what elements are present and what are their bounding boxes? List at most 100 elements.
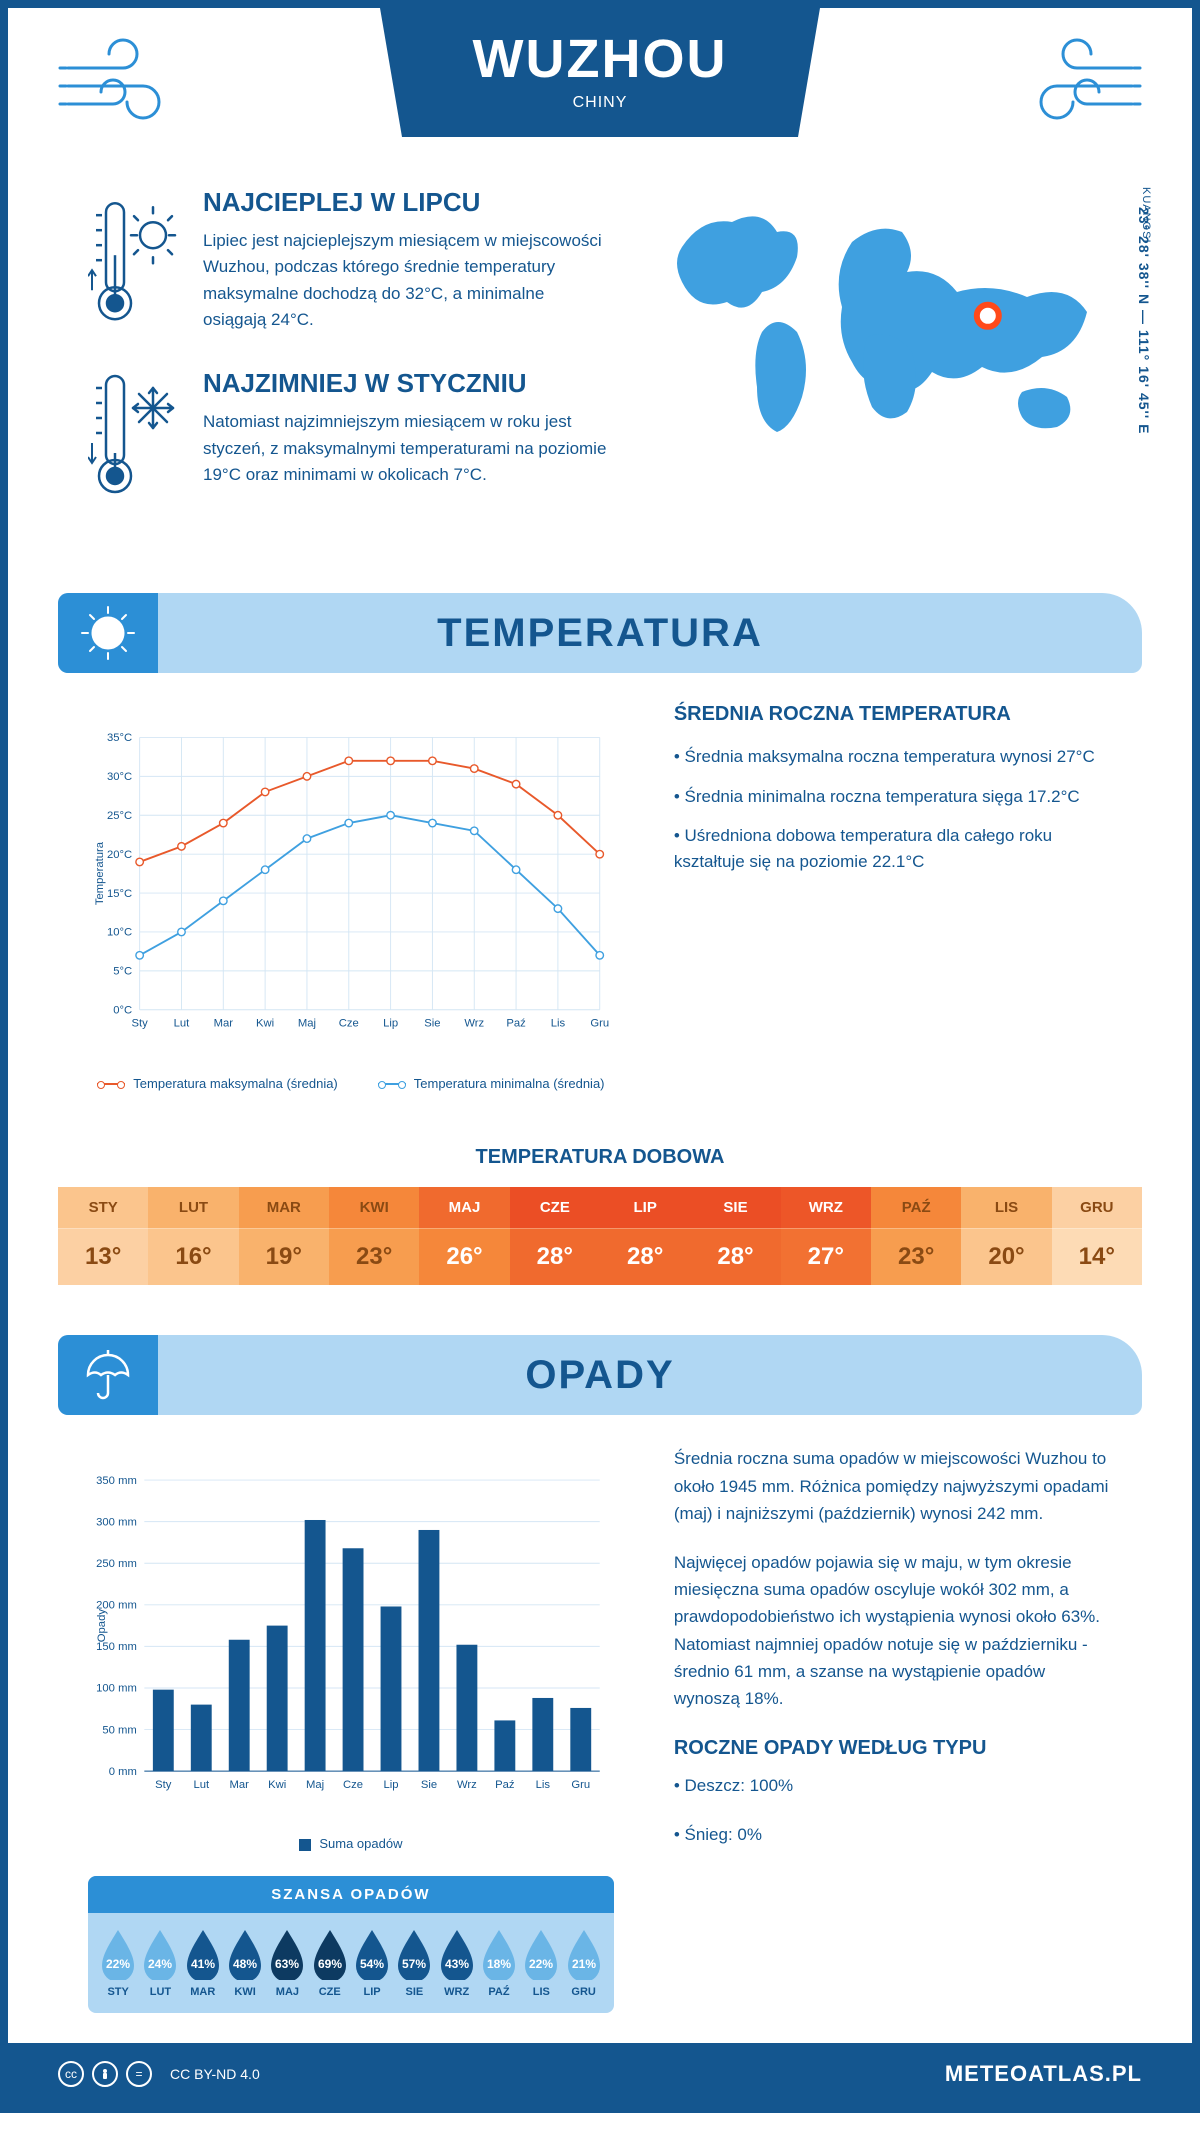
legend-max-label: Temperatura maksymalna (średnia) xyxy=(133,1076,337,1091)
svg-text:24%: 24% xyxy=(148,1957,172,1971)
svg-text:Temperatura: Temperatura xyxy=(94,842,106,906)
svg-text:30°C: 30°C xyxy=(107,771,132,783)
site-name: METEOATLAS.PL xyxy=(945,2061,1142,2087)
country-label: CHINY xyxy=(440,94,760,112)
temperature-section-header: TEMPERATURA xyxy=(58,593,1142,673)
svg-text:Mar: Mar xyxy=(230,1779,250,1791)
rain-chance-cell: 69% CZE xyxy=(310,1928,350,1998)
svg-text:Paź: Paź xyxy=(495,1779,515,1791)
svg-text:Wrz: Wrz xyxy=(464,1018,484,1030)
world-map: KUANGSI 23° 28' 38'' N — 111° 16' 45'' E xyxy=(652,187,1112,533)
rain-chance-cell: 63% MAJ xyxy=(267,1928,307,1998)
daily-temp-cell: PAŹ23° xyxy=(871,1187,961,1285)
svg-text:35°C: 35°C xyxy=(107,733,132,745)
wind-icon-right xyxy=(1002,38,1142,128)
temp-stats-title: ŚREDNIA ROCZNA TEMPERATURA xyxy=(674,703,1112,726)
world-map-svg xyxy=(652,187,1112,467)
rain-chance-cell: 18% PAŹ xyxy=(479,1928,519,1998)
svg-text:Maj: Maj xyxy=(306,1779,324,1791)
svg-text:0°C: 0°C xyxy=(113,1005,132,1017)
svg-text:100 mm: 100 mm xyxy=(96,1683,137,1695)
daily-temp-cell: SIE28° xyxy=(690,1187,780,1285)
daily-temp-table: STY13°LUT16°MAR19°KWI23°MAJ26°CZE28°LIP2… xyxy=(58,1187,1142,1285)
city-title: WUZHOU xyxy=(440,28,760,90)
svg-text:Sie: Sie xyxy=(421,1779,437,1791)
coldest-title: NAJZIMNIEJ W STYCZNIU xyxy=(203,368,612,399)
precipitation-chart: 0 mm50 mm100 mm150 mm200 mm250 mm300 mm3… xyxy=(88,1445,614,2013)
rain-chance-box: SZANSA OPADÓW 22% STY 24% LUT 41% MAR 48… xyxy=(88,1876,614,2013)
svg-text:Sty: Sty xyxy=(155,1779,172,1791)
cc-icon: cc xyxy=(58,2061,84,2087)
rain-chance-cell: 24% LUT xyxy=(140,1928,180,1998)
daily-temp-cell: LIS20° xyxy=(961,1187,1051,1285)
temp-stat-item: • Średnia minimalna roczna temperatura s… xyxy=(674,784,1112,810)
thermometer-cold-icon xyxy=(88,368,178,498)
svg-text:20°C: 20°C xyxy=(107,849,132,861)
svg-text:Sie: Sie xyxy=(424,1018,440,1030)
daily-temp-title: TEMPERATURA DOBOWA xyxy=(8,1146,1192,1169)
svg-text:21%: 21% xyxy=(572,1957,596,1971)
svg-text:Lis: Lis xyxy=(536,1779,551,1791)
svg-text:Lip: Lip xyxy=(383,1018,398,1030)
temp-stat-item: • Średnia maksymalna roczna temperatura … xyxy=(674,744,1112,770)
svg-text:54%: 54% xyxy=(360,1957,384,1971)
svg-text:15°C: 15°C xyxy=(107,888,132,900)
precip-type-item: • Śnieg: 0% xyxy=(674,1821,1112,1848)
svg-text:Lut: Lut xyxy=(174,1018,191,1030)
svg-text:Kwi: Kwi xyxy=(256,1018,274,1030)
svg-text:Gru: Gru xyxy=(590,1018,609,1030)
svg-text:69%: 69% xyxy=(318,1957,342,1971)
rain-chance-cell: 41% MAR xyxy=(183,1928,223,1998)
precipitation-text: Średnia roczna suma opadów w miejscowośc… xyxy=(674,1445,1112,2013)
temperature-stats: ŚREDNIA ROCZNA TEMPERATURA • Średnia mak… xyxy=(674,703,1112,1091)
svg-text:Gru: Gru xyxy=(571,1779,590,1791)
svg-text:Paź: Paź xyxy=(506,1018,526,1030)
svg-text:48%: 48% xyxy=(233,1957,257,1971)
intro-section: NAJCIEPLEJ W LIPCU Lipiec jest najcieple… xyxy=(8,157,1192,573)
license-text: CC BY-ND 4.0 xyxy=(170,2066,260,2082)
svg-text:Mar: Mar xyxy=(214,1018,234,1030)
svg-text:250 mm: 250 mm xyxy=(96,1558,137,1570)
rain-chance-cell: 22% STY xyxy=(98,1928,138,1998)
svg-text:Lut: Lut xyxy=(193,1779,210,1791)
svg-text:Opady: Opady xyxy=(96,1609,108,1643)
svg-text:Kwi: Kwi xyxy=(268,1779,286,1791)
svg-text:350 mm: 350 mm xyxy=(96,1475,137,1487)
coordinates: 23° 28' 38'' N — 111° 16' 45'' E xyxy=(1136,207,1152,434)
svg-text:41%: 41% xyxy=(191,1957,215,1971)
svg-text:Maj: Maj xyxy=(298,1018,316,1030)
svg-text:50 mm: 50 mm xyxy=(102,1725,136,1737)
rain-chance-cell: 22% LIS xyxy=(521,1928,561,1998)
rain-chance-cell: 57% SIE xyxy=(394,1928,434,1998)
wind-icon-left xyxy=(58,38,198,128)
svg-text:22%: 22% xyxy=(106,1957,130,1971)
coldest-block: NAJZIMNIEJ W STYCZNIU Natomiast najzimni… xyxy=(88,368,612,498)
title-banner: WUZHOU CHINY xyxy=(380,8,820,137)
warmest-block: NAJCIEPLEJ W LIPCU Lipiec jest najcieple… xyxy=(88,187,612,333)
warmest-text: Lipiec jest najcieplejszym miesiącem w m… xyxy=(203,228,612,333)
svg-text:300 mm: 300 mm xyxy=(96,1517,137,1529)
header: WUZHOU CHINY xyxy=(8,8,1192,157)
precip-paragraph: Najwięcej opadów pojawia się w maju, w t… xyxy=(674,1549,1112,1712)
temperature-legend: Temperatura maksymalna (średnia) Tempera… xyxy=(88,1076,614,1091)
temperature-chart: 0°C5°C10°C15°C20°C25°C30°C35°CStyLutMarK… xyxy=(88,703,614,1091)
svg-text:10°C: 10°C xyxy=(107,927,132,939)
legend-min-label: Temperatura minimalna (średnia) xyxy=(414,1076,605,1091)
svg-text:Cze: Cze xyxy=(343,1779,363,1791)
by-icon xyxy=(92,2061,118,2087)
temp-stat-item: • Uśredniona dobowa temperatura dla całe… xyxy=(674,823,1112,874)
daily-temp-cell: LUT16° xyxy=(148,1187,238,1285)
svg-text:43%: 43% xyxy=(445,1957,469,1971)
daily-temp-cell: CZE28° xyxy=(510,1187,600,1285)
daily-temp-cell: KWI23° xyxy=(329,1187,419,1285)
rain-chance-title: SZANSA OPADÓW xyxy=(88,1876,614,1913)
precip-legend: Suma opadów xyxy=(88,1836,614,1851)
precip-type-item: • Deszcz: 100% xyxy=(674,1772,1112,1799)
svg-text:Cze: Cze xyxy=(339,1018,359,1030)
rain-chance-cell: 21% GRU xyxy=(563,1928,603,1998)
precipitation-section-header: OPADY xyxy=(58,1335,1142,1415)
svg-text:Lip: Lip xyxy=(383,1779,398,1791)
precipitation-title: OPADY xyxy=(88,1353,1112,1398)
svg-text:5°C: 5°C xyxy=(113,966,132,978)
svg-text:Wrz: Wrz xyxy=(457,1779,477,1791)
